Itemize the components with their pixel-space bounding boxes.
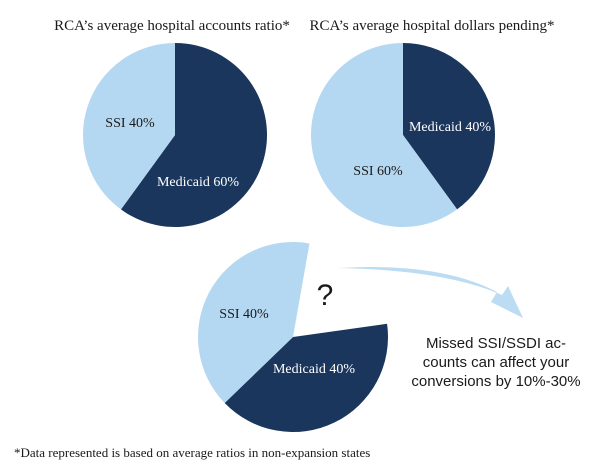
missing-slice-question-mark: ?	[317, 279, 334, 312]
pie-slice-medicaid	[224, 323, 388, 433]
pie-slice-ssi	[311, 43, 458, 227]
pie-slice-medicaid	[403, 43, 496, 210]
slice-label-ssi: SSI 60%	[353, 164, 403, 179]
pie-chart-dollars-pending: RCA’s average hospital dollars pending* …	[310, 18, 555, 227]
footnote: *Data represented is based on average ra…	[14, 445, 370, 460]
pie-slice-ssi	[82, 42, 175, 210]
pie-slice-medicaid	[120, 43, 267, 227]
callout-line-2: counts can affect your	[423, 354, 569, 371]
callout-text: Missed SSI/SSDI ac- counts can affect yo…	[411, 335, 580, 390]
pie-slice-ssi	[197, 242, 310, 403]
slice-label-ssi: SSI 40%	[105, 116, 155, 131]
pie-chart-accounts-ratio: RCA’s average hospital accounts ratio* S…	[54, 18, 290, 227]
slice-label-medicaid: Medicaid 40%	[273, 362, 355, 377]
slice-label-medicaid: Medicaid 60%	[157, 175, 239, 190]
callout-line-3: conversions by 10%-30%	[411, 373, 580, 390]
chart-title-dollars-pending: RCA’s average hospital dollars pending*	[310, 18, 555, 34]
pie-chart-missed-accounts: SSI 40% Medicaid 40% ?	[197, 242, 388, 433]
slice-label-medicaid: Medicaid 40%	[409, 120, 491, 135]
callout-line-1: Missed SSI/SSDI ac-	[426, 335, 566, 352]
slice-label-ssi: SSI 40%	[219, 307, 269, 322]
chart-title-accounts-ratio: RCA’s average hospital accounts ratio*	[54, 18, 290, 34]
curved-arrow-icon	[338, 267, 523, 318]
